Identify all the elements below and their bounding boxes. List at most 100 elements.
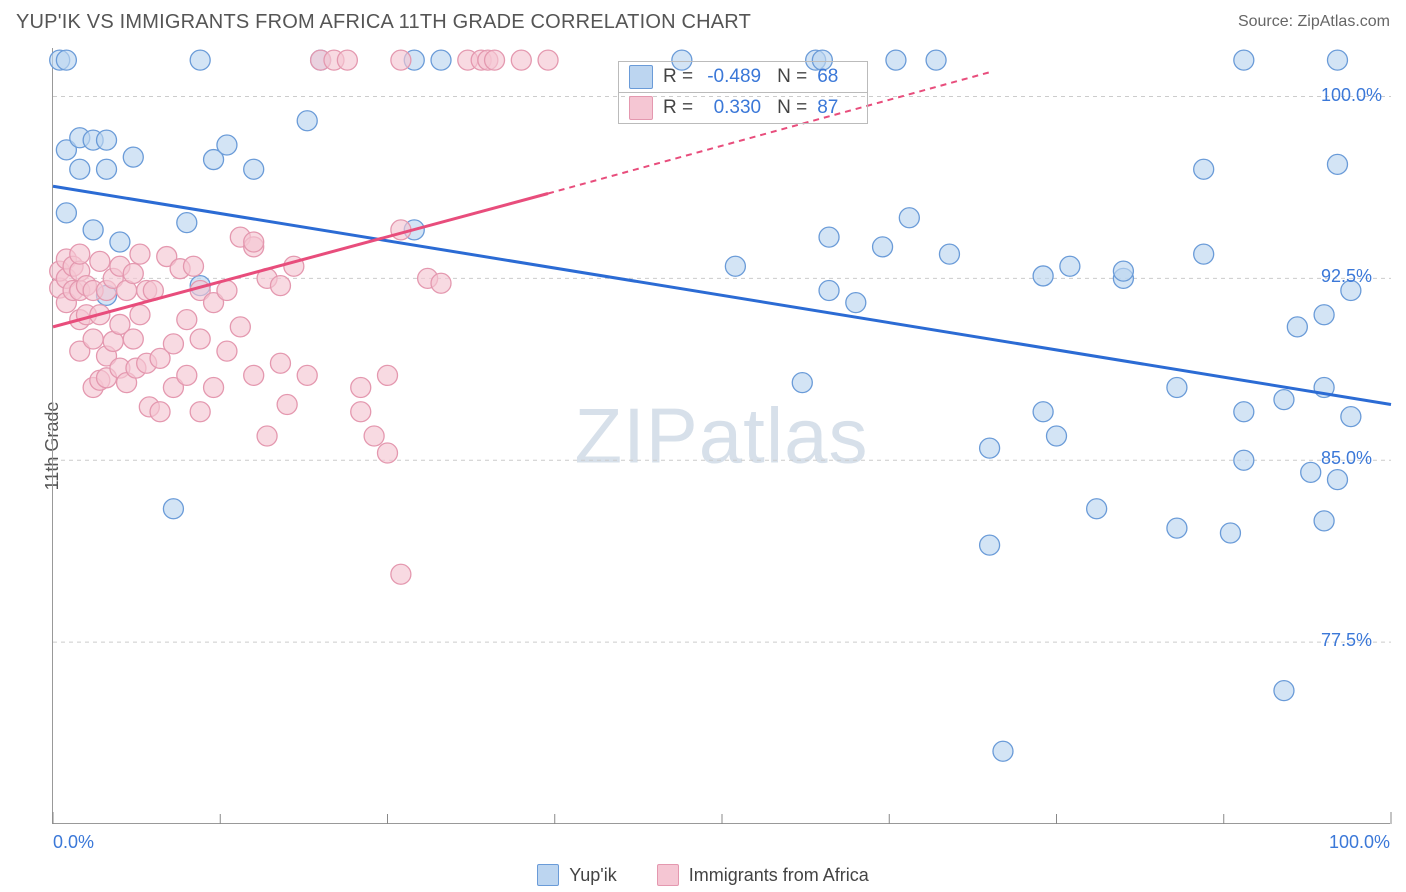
data-point — [70, 244, 90, 264]
data-point — [217, 341, 237, 361]
data-point — [230, 317, 250, 337]
data-point — [538, 50, 558, 70]
data-point — [351, 402, 371, 422]
data-point — [297, 365, 317, 385]
correlation-stats-box: R =-0.489N =68 R = 0.330 N = 87 — [618, 61, 868, 124]
legend-swatch — [537, 864, 559, 886]
data-point — [204, 378, 224, 398]
data-point — [277, 394, 297, 414]
data-point — [939, 244, 959, 264]
data-point — [337, 50, 357, 70]
data-point — [244, 232, 264, 252]
x-tick-label: 100.0% — [1329, 832, 1390, 853]
data-point — [150, 402, 170, 422]
legend-label: Yup'ik — [569, 865, 616, 886]
data-point — [163, 334, 183, 354]
data-point — [297, 111, 317, 131]
data-point — [993, 741, 1013, 761]
data-point — [177, 365, 197, 385]
data-point — [1234, 450, 1254, 470]
chart-header: YUP'IK VS IMMIGRANTS FROM AFRICA 11TH GR… — [0, 0, 1406, 44]
legend-item: Immigrants from Africa — [657, 864, 869, 886]
data-point — [56, 203, 76, 223]
data-point — [1301, 462, 1321, 482]
data-point — [1314, 511, 1334, 531]
stats-r-value: 0.330 — [703, 97, 761, 119]
data-point — [846, 293, 866, 313]
data-point — [1327, 470, 1347, 490]
data-point — [1113, 261, 1133, 281]
y-tick-label: 85.0% — [1321, 448, 1372, 469]
chart-title: YUP'IK VS IMMIGRANTS FROM AFRICA 11TH GR… — [16, 11, 751, 34]
data-point — [819, 281, 839, 301]
data-point — [1060, 256, 1080, 276]
data-point — [1327, 50, 1347, 70]
data-point — [364, 426, 384, 446]
data-point — [83, 220, 103, 240]
data-point — [511, 50, 531, 70]
data-point — [130, 244, 150, 264]
data-point — [1314, 305, 1334, 325]
data-point — [1047, 426, 1067, 446]
data-point — [190, 50, 210, 70]
data-point — [190, 402, 210, 422]
stats-row: R =-0.489N =68 — [619, 62, 867, 93]
data-point — [83, 329, 103, 349]
stats-r-label: R = — [663, 97, 693, 119]
data-point — [1033, 266, 1053, 286]
data-point — [1167, 518, 1187, 538]
data-point — [70, 159, 90, 179]
data-point — [1167, 378, 1187, 398]
data-point — [1327, 154, 1347, 174]
plot-svg — [53, 48, 1391, 824]
legend-item: Yup'ik — [537, 864, 616, 886]
legend: Yup'ik Immigrants from Africa — [0, 864, 1406, 886]
data-point — [1341, 407, 1361, 427]
data-point — [177, 213, 197, 233]
data-point — [244, 365, 264, 385]
stats-r-value: -0.489 — [703, 66, 761, 88]
data-point — [123, 147, 143, 167]
data-point — [244, 159, 264, 179]
data-point — [56, 50, 76, 70]
data-point — [190, 329, 210, 349]
data-point — [980, 535, 1000, 555]
y-tick-label: 92.5% — [1321, 266, 1372, 287]
data-point — [1087, 499, 1107, 519]
data-point — [1274, 681, 1294, 701]
data-point — [378, 443, 398, 463]
data-point — [217, 281, 237, 301]
data-point — [899, 208, 919, 228]
data-point — [123, 329, 143, 349]
data-point — [873, 237, 893, 257]
data-point — [391, 50, 411, 70]
data-point — [257, 426, 277, 446]
data-point — [270, 353, 290, 373]
x-tick-label: 0.0% — [53, 832, 94, 853]
stats-swatch — [629, 65, 653, 89]
data-point — [97, 130, 117, 150]
data-point — [431, 50, 451, 70]
stats-row: R = 0.330 N = 87 — [619, 93, 867, 123]
stats-n-label: N = — [777, 97, 807, 119]
stats-n-value: 87 — [817, 97, 838, 119]
legend-swatch — [657, 864, 679, 886]
data-point — [1234, 50, 1254, 70]
scatter-plot: ZIPatlas R =-0.489N =68R =0.330N =87 77.… — [52, 48, 1390, 824]
data-point — [1234, 402, 1254, 422]
data-point — [97, 159, 117, 179]
data-point — [130, 305, 150, 325]
y-tick-label: 77.5% — [1321, 630, 1372, 651]
chart-source: Source: ZipAtlas.com — [1238, 13, 1390, 31]
data-point — [819, 227, 839, 247]
y-tick-label: 100.0% — [1321, 85, 1382, 106]
stats-n-value: 68 — [817, 66, 838, 88]
data-point — [725, 256, 745, 276]
data-point — [886, 50, 906, 70]
data-point — [1194, 244, 1214, 264]
data-point — [391, 564, 411, 584]
data-point — [378, 365, 398, 385]
data-point — [485, 50, 505, 70]
data-point — [110, 232, 130, 252]
data-point — [1194, 159, 1214, 179]
